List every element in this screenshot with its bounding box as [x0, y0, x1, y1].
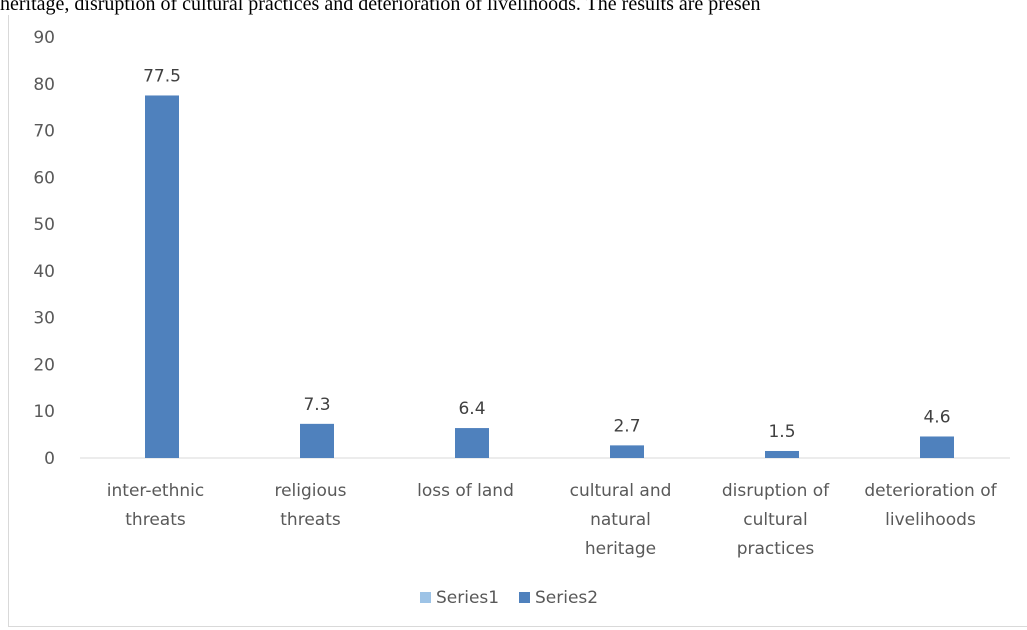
- category-label-5-line-1: livelihoods: [885, 510, 976, 530]
- data-label-2: 6.4: [458, 399, 485, 419]
- y-tick-label-80: 80: [33, 75, 55, 95]
- bar-series2-5: [920, 436, 954, 458]
- bar-series2-0: [145, 95, 179, 458]
- category-label-5-line-0: deterioration of: [864, 481, 997, 501]
- legend-label-2: Series2: [535, 588, 598, 608]
- bar-series2-3: [610, 445, 644, 458]
- bar-series2-4: [765, 450, 799, 458]
- y-tick-label-0: 0: [44, 449, 55, 469]
- y-tick-label-20: 20: [33, 355, 55, 375]
- y-tick-label-60: 60: [33, 168, 55, 188]
- y-tick-label-30: 30: [33, 309, 55, 329]
- category-label-4-line-2: practices: [737, 539, 815, 559]
- data-label-5: 4.6: [923, 407, 950, 427]
- chart-frame: [8, 15, 1027, 627]
- bar-series2-2: [455, 428, 489, 458]
- legend-label-1: Series1: [436, 588, 499, 608]
- y-tick-label-40: 40: [33, 262, 55, 282]
- data-label-1: 7.3: [303, 395, 330, 415]
- caption-text: heritage, disruption of cultural practic…: [0, 0, 761, 15]
- category-label-4-line-0: disruption of: [722, 481, 830, 501]
- category-label-3-line-0: cultural and: [570, 481, 672, 501]
- data-label-0: 77.5: [143, 66, 181, 86]
- category-label-3-line-1: natural: [590, 510, 651, 530]
- category-label-1-line-0: religious: [274, 481, 346, 501]
- y-tick-label-90: 90: [33, 28, 55, 48]
- legend-swatch-2: [519, 592, 530, 603]
- y-tick-label-50: 50: [33, 215, 55, 235]
- legend-swatch-1: [420, 592, 431, 603]
- category-label-1-line-1: threats: [280, 510, 341, 530]
- bar-series2-1: [300, 423, 334, 458]
- data-label-3: 2.7: [613, 416, 640, 436]
- y-tick-label-10: 10: [33, 402, 55, 422]
- category-label-2-line-0: loss of land: [417, 481, 514, 501]
- y-tick-label-70: 70: [33, 122, 55, 142]
- category-label-0-line-1: threats: [125, 510, 186, 530]
- category-label-4-line-1: cultural: [743, 510, 807, 530]
- category-label-3-line-2: heritage: [585, 539, 656, 559]
- data-label-4: 1.5: [768, 422, 795, 442]
- category-label-0-line-0: inter-ethnic: [107, 481, 204, 501]
